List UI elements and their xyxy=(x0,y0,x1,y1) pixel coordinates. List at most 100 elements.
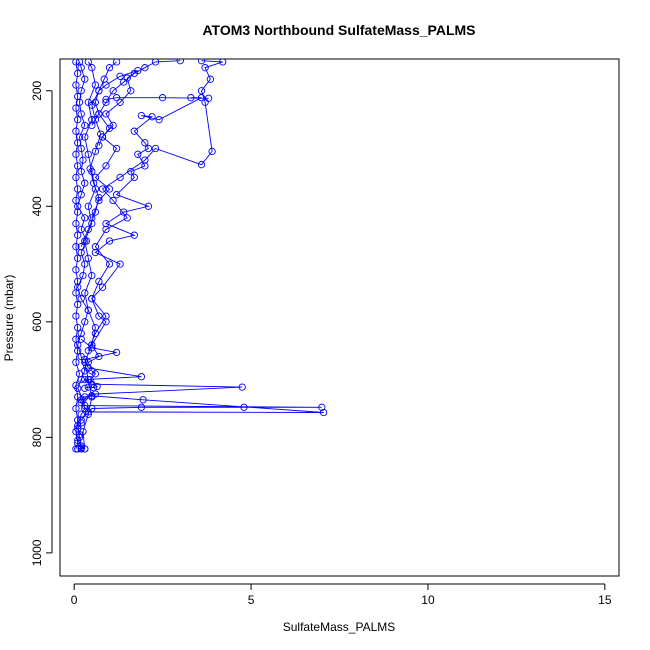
data-point xyxy=(72,219,80,228)
data-point xyxy=(187,94,195,102)
data-point xyxy=(79,156,87,164)
data-point xyxy=(123,214,131,222)
data-point xyxy=(201,98,209,106)
series-line xyxy=(80,395,324,421)
data-point xyxy=(151,59,160,66)
data-point xyxy=(81,375,89,384)
data-point xyxy=(116,98,124,106)
data-point xyxy=(318,403,326,411)
data-point xyxy=(74,185,82,193)
data-point xyxy=(130,173,138,182)
data-point xyxy=(238,383,246,391)
series-line xyxy=(84,97,209,389)
data-point xyxy=(72,59,80,66)
data-point xyxy=(72,266,80,274)
data-point xyxy=(74,277,82,286)
data-point xyxy=(144,144,153,153)
data-point xyxy=(84,358,92,366)
data-point xyxy=(105,124,114,132)
data-point xyxy=(112,144,121,153)
data-point xyxy=(89,384,98,392)
series-9 xyxy=(88,59,184,130)
data-point xyxy=(88,295,96,303)
data-point xyxy=(81,121,89,130)
data-point xyxy=(74,69,82,78)
data-point xyxy=(130,231,138,239)
data-point xyxy=(102,219,110,228)
data-point xyxy=(77,335,85,343)
data-point xyxy=(102,162,110,170)
x-axis-label: SulfateMass_PALMS xyxy=(283,620,396,634)
data-point xyxy=(206,75,215,83)
series-7 xyxy=(84,59,227,355)
data-point xyxy=(201,64,209,72)
data-point xyxy=(84,254,92,262)
data-point xyxy=(141,156,149,164)
data-point xyxy=(77,144,85,153)
data-point xyxy=(208,147,216,156)
data-point xyxy=(197,161,206,169)
data-point xyxy=(127,87,135,95)
data-point xyxy=(74,139,82,147)
data-point xyxy=(98,283,107,291)
data-point xyxy=(72,150,80,158)
series-line xyxy=(91,60,181,126)
data-point xyxy=(84,306,92,314)
data-point xyxy=(72,104,80,112)
data-point xyxy=(91,81,100,89)
data-point xyxy=(91,208,100,216)
series-line xyxy=(91,70,139,219)
data-point xyxy=(176,59,184,65)
data-point xyxy=(77,225,85,234)
data-point xyxy=(72,335,80,343)
series-10 xyxy=(77,59,121,251)
data-point xyxy=(88,121,96,130)
data-point xyxy=(102,225,110,234)
data-point xyxy=(72,243,80,251)
y-axis-label: Pressure (mbar) xyxy=(2,275,16,362)
data-point xyxy=(240,403,248,411)
data-point xyxy=(81,260,89,268)
data-point xyxy=(74,116,82,124)
data-point xyxy=(97,130,105,138)
plot-frame xyxy=(59,58,620,577)
data-point xyxy=(105,185,114,193)
data-point xyxy=(77,110,85,118)
data-point xyxy=(102,312,110,320)
data-point xyxy=(81,384,89,392)
data-point xyxy=(88,64,96,72)
data-point xyxy=(72,127,80,135)
x-axis: 0 5 10 15 xyxy=(71,583,612,607)
data-point xyxy=(141,162,149,170)
data-point xyxy=(105,237,114,245)
data-point xyxy=(81,75,89,83)
data-point xyxy=(116,72,124,80)
data-point xyxy=(74,208,82,216)
data-point xyxy=(72,312,80,320)
series-2 xyxy=(72,59,84,453)
data-point xyxy=(77,329,85,338)
data-point xyxy=(79,271,87,280)
data-point xyxy=(74,347,82,355)
series-line xyxy=(80,338,243,398)
data-point xyxy=(77,167,85,176)
data-point xyxy=(219,59,227,66)
data-point xyxy=(197,59,206,65)
data-point xyxy=(141,139,149,147)
data-point xyxy=(105,64,114,72)
data-point xyxy=(91,329,100,338)
data-point xyxy=(84,59,92,66)
data-point xyxy=(148,113,156,121)
data-point xyxy=(77,243,85,251)
data-point xyxy=(72,173,80,182)
data-point xyxy=(72,358,80,366)
series-line xyxy=(77,61,89,449)
y-tick-label: 800 xyxy=(30,427,44,447)
data-point xyxy=(72,81,80,89)
data-point xyxy=(74,425,82,433)
data-point xyxy=(86,375,94,384)
data-point xyxy=(84,202,92,210)
data-point xyxy=(112,191,121,199)
data-point xyxy=(319,408,328,417)
series-4 xyxy=(77,392,328,424)
